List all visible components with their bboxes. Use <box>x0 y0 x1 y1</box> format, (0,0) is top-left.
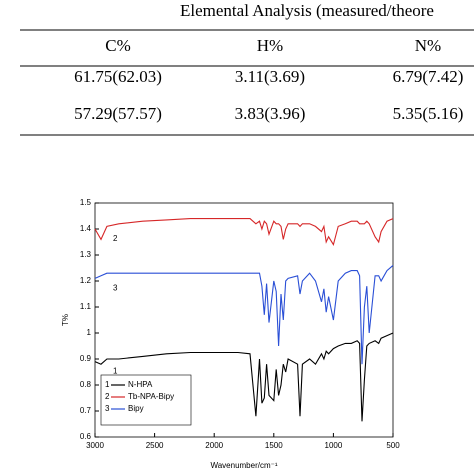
table-cell: 5.35(5.16) <box>393 104 464 123</box>
plot-frame <box>94 202 394 438</box>
x-tick-label: 2000 <box>205 441 223 450</box>
table-header: N% <box>415 36 441 55</box>
table-cell: 57.29(57.57) <box>74 104 162 123</box>
legend-label: Bipy <box>128 404 144 413</box>
y-tick-label: 1.4 <box>80 224 92 233</box>
spectrum-line <box>94 264 394 365</box>
table-cell: 3.83(3.96) <box>235 104 306 123</box>
curve-label: 2 <box>113 234 118 243</box>
x-tick-label: 500 <box>386 441 400 450</box>
legend-number: 3 <box>105 404 110 413</box>
y-tick-label: 0.7 <box>80 406 92 415</box>
table-cell: 3.11(3.69) <box>235 67 305 86</box>
y-tick-label: 1.5 <box>80 198 92 207</box>
legend-number: 1 <box>105 380 110 389</box>
x-tick-label: 3000 <box>86 441 104 450</box>
curve-label: 1 <box>113 367 118 376</box>
table-header: C% <box>105 36 131 55</box>
table-title: Elemental Analysis (measured/theore <box>180 1 434 20</box>
legend-box <box>100 374 192 426</box>
curve-label: 3 <box>113 284 118 293</box>
x-tick-label: 2500 <box>146 441 164 450</box>
y-tick-label: 1.1 <box>80 302 92 311</box>
x-axis-label: Wavenumber/cm⁻¹ <box>210 461 277 470</box>
y-tick-label: 1 <box>87 328 92 337</box>
y-tick-label: 0.6 <box>80 432 92 441</box>
x-tick-label: 1500 <box>265 441 283 450</box>
y-tick-label: 0.9 <box>80 354 92 363</box>
legend-label: N-HPA <box>128 380 153 389</box>
spectrum-line <box>94 218 394 246</box>
spectrum-line <box>94 332 394 422</box>
y-tick-label: 1.2 <box>80 276 92 285</box>
y-tick-label: 0.8 <box>80 380 92 389</box>
legend-number: 2 <box>105 392 110 401</box>
x-tick-label: 1000 <box>325 441 343 450</box>
table-cell: 61.75(62.03) <box>74 67 162 86</box>
table-cell: 6.79(7.42) <box>393 67 464 86</box>
y-tick-label: 1.3 <box>80 250 92 259</box>
table-header: H% <box>257 36 283 55</box>
y-axis-label: T% <box>61 314 70 326</box>
legend-label: Tb-NPA-Bipy <box>128 392 174 401</box>
